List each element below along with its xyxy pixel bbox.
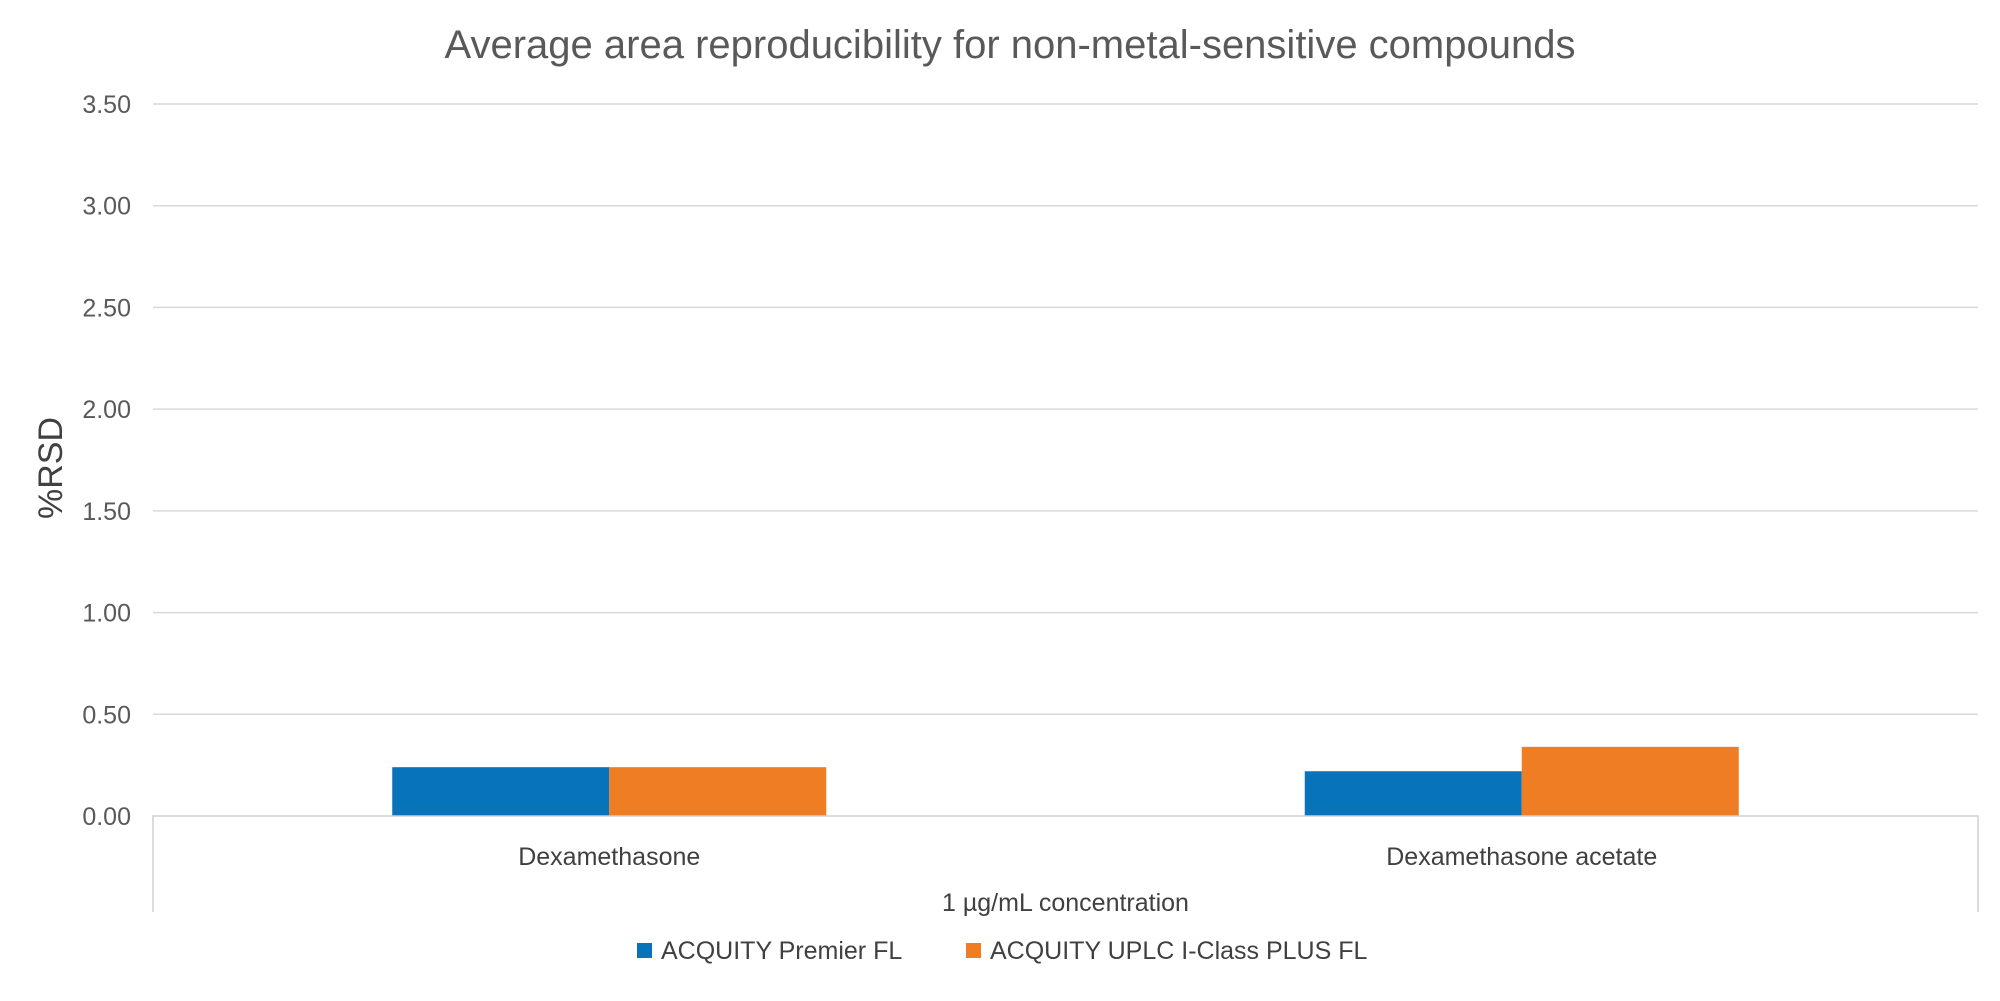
bar-dexamethasone-series-1 <box>392 767 610 816</box>
gridlines <box>153 103 1978 716</box>
x-axis-line <box>152 815 1979 912</box>
legend-label: ACQUITY UPLC I-Class PLUS FL <box>990 937 1368 965</box>
y-tick-label: 1.00 <box>82 600 131 628</box>
legend-swatch <box>637 943 652 958</box>
y-tick-label: 0.00 <box>82 803 131 831</box>
x-axis <box>152 815 1979 912</box>
y-tick-label: 0.50 <box>82 701 131 729</box>
bar-dexamethasone-acetate-series-2 <box>1521 746 1739 816</box>
category-label: Dexamethasone <box>518 843 700 871</box>
category-label: Dexamethasone acetate <box>1386 843 1657 871</box>
x-axis-label: 1 µg/mL concentration <box>942 889 1189 917</box>
bar-dexamethasone-series-2 <box>609 767 827 816</box>
y-tick-label: 1.50 <box>82 498 131 526</box>
category-labels: Dexamethasone Dexamethasone acetate <box>518 843 1657 871</box>
y-tick-label: 3.00 <box>82 193 131 221</box>
legend: ACQUITY Premier FL ACQUITY UPLC I-Class P… <box>637 937 1368 965</box>
chart-title: Average area reproducibility for non-met… <box>445 23 1576 67</box>
y-tick-label: 3.50 <box>82 91 131 119</box>
y-axis-ticks: 0.00 0.50 1.00 1.50 2.00 2.50 3.00 3.50 <box>82 91 131 831</box>
bars <box>392 746 1739 816</box>
legend-swatch <box>966 943 981 958</box>
y-axis-label: %RSD <box>32 417 70 519</box>
y-tick-label: 2.50 <box>82 294 131 322</box>
y-tick-label: 2.00 <box>82 396 131 424</box>
legend-label: ACQUITY Premier FL <box>661 937 902 965</box>
bar-dexamethasone-acetate-series-1 <box>1304 771 1522 816</box>
